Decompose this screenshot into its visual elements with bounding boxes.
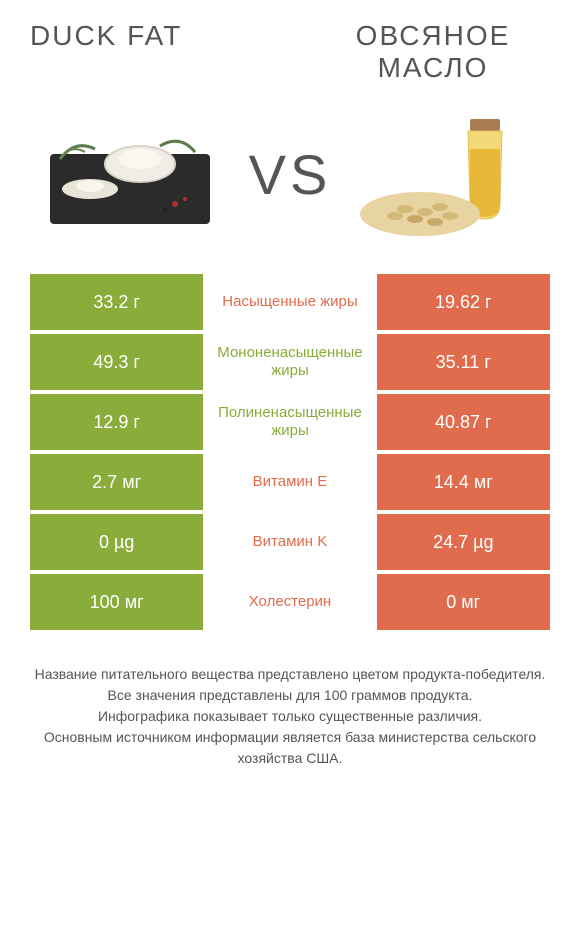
product-right-image (350, 104, 550, 244)
value-left: 2.7 мг (30, 454, 203, 510)
value-right: 14.4 мг (377, 454, 550, 510)
footer-line: Инфографика показывает только существенн… (30, 706, 550, 727)
nutrient-label: Витамин K (203, 514, 376, 570)
value-left: 100 мг (30, 574, 203, 630)
footer-line: Название питательного вещества представл… (30, 664, 550, 685)
value-right: 24.7 µg (377, 514, 550, 570)
footer-line: Все значения представлены для 100 граммо… (30, 685, 550, 706)
table-row: 100 мгХолестерин0 мг (30, 574, 550, 630)
table-row: 33.2 гНасыщенные жиры19.62 г (30, 274, 550, 330)
comparison-table: 33.2 гНасыщенные жиры19.62 г49.3 гМононе… (0, 274, 580, 630)
nutrient-label: Мононенасыщенные жиры (203, 334, 376, 390)
value-right: 40.87 г (377, 394, 550, 450)
nutrient-label: Витамин E (203, 454, 376, 510)
oat-oil-icon (350, 104, 550, 244)
product-right-title: ОВСЯНОЕ МАСЛО (316, 20, 550, 84)
product-left-image (30, 104, 230, 244)
nutrient-label: Полиненасыщенные жиры (203, 394, 376, 450)
nutrient-label: Насыщенные жиры (203, 274, 376, 330)
header: DUCK FAT ОВСЯНОЕ МАСЛО (0, 0, 580, 94)
value-left: 0 µg (30, 514, 203, 570)
images-row: VS (0, 94, 580, 274)
duck-fat-icon (30, 104, 230, 244)
table-row: 12.9 гПолиненасыщенные жиры40.87 г (30, 394, 550, 450)
footer-notes: Название питательного вещества представл… (0, 634, 580, 769)
table-row: 0 µgВитамин K24.7 µg (30, 514, 550, 570)
value-right: 19.62 г (377, 274, 550, 330)
product-left-title: DUCK FAT (30, 20, 264, 52)
value-left: 49.3 г (30, 334, 203, 390)
table-row: 2.7 мгВитамин E14.4 мг (30, 454, 550, 510)
table-row: 49.3 гМононенасыщенные жиры35.11 г (30, 334, 550, 390)
value-left: 12.9 г (30, 394, 203, 450)
nutrient-label: Холестерин (203, 574, 376, 630)
value-right: 0 мг (377, 574, 550, 630)
value-right: 35.11 г (377, 334, 550, 390)
value-left: 33.2 г (30, 274, 203, 330)
vs-label: VS (249, 142, 332, 207)
footer-line: Основным источником информации является … (30, 727, 550, 769)
